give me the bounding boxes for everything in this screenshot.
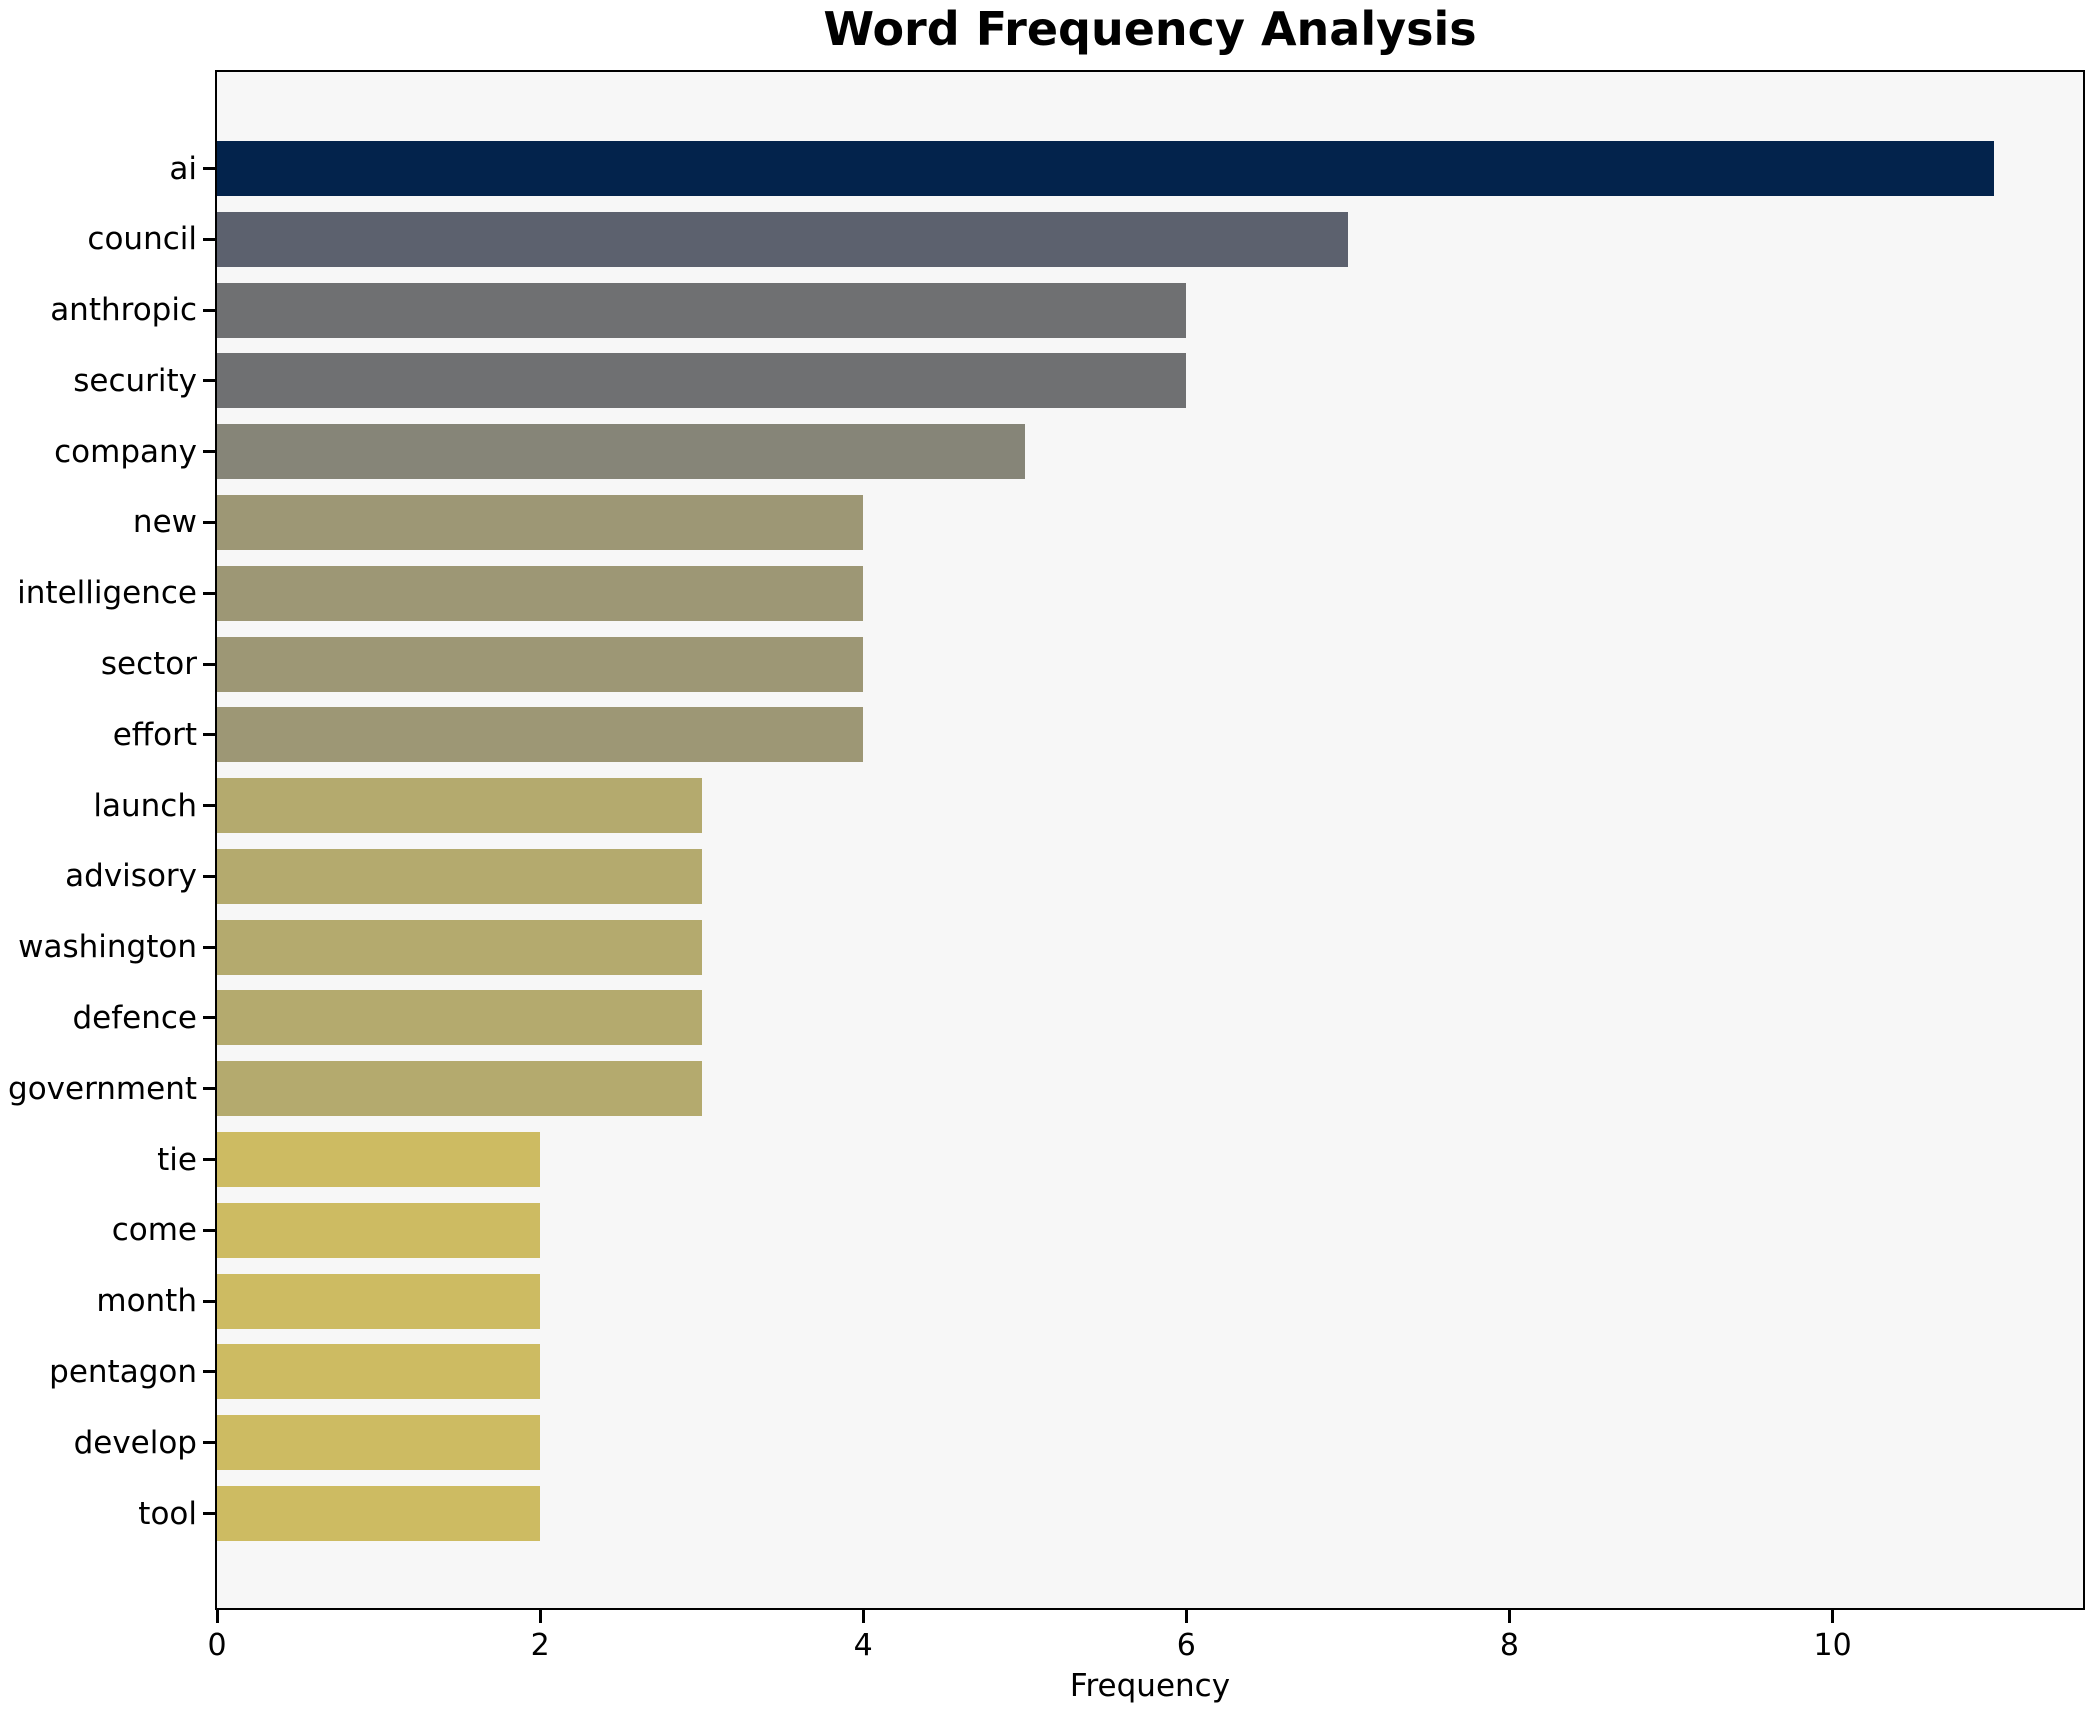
y-tick-label-company: company <box>54 433 197 470</box>
bar-tie <box>217 1132 541 1188</box>
y-tick-label-advisory: advisory <box>65 858 197 895</box>
y-tick-label-come: come <box>111 1212 197 1249</box>
y-tick-label-develop: develop <box>73 1424 197 1461</box>
bar-ai <box>217 141 1995 196</box>
bar-government <box>217 1061 702 1117</box>
y-tick-label-effort: effort <box>112 716 197 753</box>
y-tick-mark-ai <box>203 167 215 170</box>
bar-develop <box>217 1415 541 1471</box>
bar-washington <box>217 919 702 975</box>
bar-come <box>217 1202 541 1258</box>
y-tick-mark-intelligence <box>203 591 215 595</box>
bar-anthropic <box>217 282 1187 338</box>
y-tick-label-pentagon: pentagon <box>49 1353 197 1390</box>
x-tick-mark-6 <box>1184 1610 1188 1623</box>
y-tick-mark-tool <box>203 1512 215 1515</box>
y-tick-mark-effort <box>203 733 215 737</box>
y-tick-mark-council <box>203 237 215 241</box>
y-tick-label-month: month <box>96 1283 197 1320</box>
bar-new <box>217 494 864 550</box>
y-tick-mark-sector <box>203 662 215 666</box>
y-tick-mark-company <box>203 450 215 454</box>
y-tick-mark-advisory <box>203 874 215 878</box>
y-tick-label-new: new <box>132 504 197 541</box>
x-tick-mark-10 <box>1831 1610 1835 1623</box>
y-tick-label-security: security <box>73 362 197 399</box>
bar-intelligence <box>217 565 864 621</box>
x-tick-label-10: 10 <box>1813 1628 1852 1663</box>
y-tick-label-ai: ai <box>169 150 197 187</box>
bar-effort <box>217 707 864 763</box>
y-tick-label-defence: defence <box>72 999 198 1036</box>
bar-company <box>217 424 1025 480</box>
y-tick-mark-new <box>203 520 215 524</box>
y-tick-mark-pentagon <box>203 1370 215 1374</box>
y-tick-label-government: government <box>8 1070 197 1107</box>
y-tick-label-intelligence: intelligence <box>17 575 197 612</box>
x-tick-mark-8 <box>1507 1610 1511 1623</box>
x-tick-label-4: 4 <box>853 1628 873 1663</box>
bar-defence <box>217 990 702 1046</box>
x-tick-mark-4 <box>861 1610 865 1623</box>
y-tick-mark-month <box>203 1299 215 1303</box>
bar-month <box>217 1273 541 1329</box>
bar-advisory <box>217 848 702 904</box>
plot-area <box>215 70 2085 1610</box>
x-tick-label-2: 2 <box>530 1628 550 1663</box>
y-tick-mark-tie <box>203 1158 215 1162</box>
bar-tool <box>217 1486 541 1541</box>
y-tick-mark-security <box>203 379 215 383</box>
x-tick-mark-2 <box>538 1610 542 1623</box>
bar-council <box>217 211 1348 267</box>
y-tick-mark-defence <box>203 1016 215 1020</box>
bar-sector <box>217 636 864 692</box>
y-tick-mark-launch <box>203 804 215 808</box>
y-tick-label-tool: tool <box>138 1495 197 1532</box>
x-tick-mark-0 <box>215 1610 219 1623</box>
y-tick-label-sector: sector <box>100 646 197 683</box>
y-tick-label-anthropic: anthropic <box>50 292 197 329</box>
y-tick-label-launch: launch <box>93 787 197 824</box>
y-tick-mark-come <box>203 1228 215 1232</box>
y-tick-mark-government <box>203 1087 215 1091</box>
x-tick-label-6: 6 <box>1176 1628 1196 1663</box>
y-tick-label-council: council <box>87 221 197 258</box>
y-tick-label-washington: washington <box>18 929 197 966</box>
chart-title: Word Frequency Analysis <box>823 2 1477 56</box>
bar-pentagon <box>217 1344 541 1400</box>
bar-security <box>217 353 1187 409</box>
y-tick-mark-washington <box>203 945 215 949</box>
y-tick-mark-develop <box>203 1441 215 1445</box>
y-tick-label-tie: tie <box>157 1141 197 1178</box>
bar-launch <box>217 778 702 834</box>
x-tick-label-0: 0 <box>207 1628 227 1663</box>
y-tick-mark-anthropic <box>203 308 215 312</box>
x-axis-label: Frequency <box>1069 1668 1231 1704</box>
x-tick-label-8: 8 <box>1499 1628 1519 1663</box>
